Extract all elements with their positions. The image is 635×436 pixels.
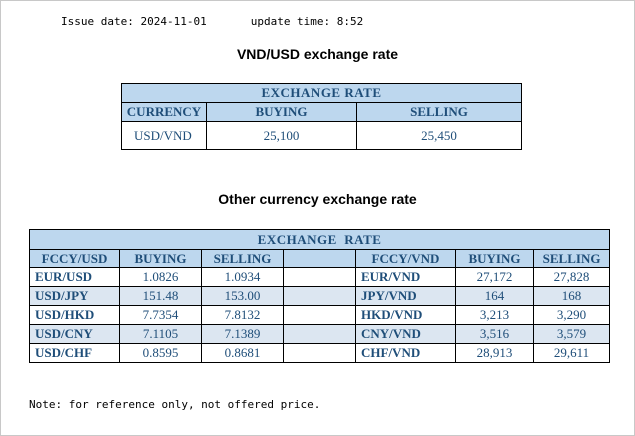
currency-pair-cell: CHF/VND xyxy=(355,343,456,363)
currency-pair-cell: USD/CNY xyxy=(29,324,120,344)
selling-cell: 1.0934 xyxy=(201,267,284,287)
table-row: EUR/USD 1.0826 1.0934 EUR/VND 27,172 27,… xyxy=(29,267,611,287)
selling-cell: 168 xyxy=(532,286,611,306)
selling-cell: 3,579 xyxy=(532,324,611,344)
selling-cell: 153.00 xyxy=(201,286,284,306)
column-header-buying: BUYING xyxy=(455,249,534,268)
column-header-selling: SELLING xyxy=(201,249,284,268)
buying-cell: 27,172 xyxy=(455,267,534,287)
usd-table-title: VND/USD exchange rate xyxy=(236,46,399,62)
currency-pair-cell: JPY/VND xyxy=(355,286,456,306)
buying-cell: 28,913 xyxy=(455,343,534,363)
other-table-title: Other currency exchange rate xyxy=(218,191,417,207)
currency-pair-cell: USD/JPY xyxy=(29,286,120,306)
buying-cell: 7.1105 xyxy=(119,324,202,344)
usd-exchange-table: EXCHANGE RATE CURRENCY BUYING SELLING US… xyxy=(121,83,522,150)
currency-pair-cell: USD/CHF xyxy=(29,343,120,363)
selling-cell: 3,290 xyxy=(532,305,611,325)
selling-cell: 7.1389 xyxy=(201,324,284,344)
column-header-selling: SELLING xyxy=(532,249,611,268)
spacer-cell xyxy=(283,267,356,287)
selling-cell: 25,450 xyxy=(356,121,522,150)
table-row: USD/HKD 7.7354 7.8132 HKD/VND 3,213 3,29… xyxy=(29,305,611,325)
currency-pair-cell: EUR/VND xyxy=(355,267,456,287)
column-header-fccy-usd: FCCY/USD xyxy=(29,249,120,268)
table-row: USD/JPY 151.48 153.00 JPY/VND 164 168 xyxy=(29,286,611,306)
disclaimer-note: Note: for reference only, not offered pr… xyxy=(29,398,321,411)
other-currency-exchange-table: EXCHANGE RATE FCCY/USD BUYING SELLING FC… xyxy=(28,229,611,363)
buying-cell: 25,100 xyxy=(206,121,357,150)
table-row: USD/VND 25,100 25,450 xyxy=(121,121,522,150)
buying-cell: 3,516 xyxy=(455,324,534,344)
buying-cell: 7.7354 xyxy=(119,305,202,325)
table-row: USD/CNY 7.1105 7.1389 CNY/VND 3,516 3,57… xyxy=(29,324,611,344)
issue-date-text: Issue date: 2024-11-01 xyxy=(61,15,207,28)
other-table-header: EXCHANGE RATE xyxy=(28,229,611,250)
spacer-cell xyxy=(283,305,356,325)
buying-cell: 0.8595 xyxy=(119,343,202,363)
selling-cell: 0.8681 xyxy=(201,343,284,363)
selling-cell: 27,828 xyxy=(532,267,611,287)
currency-pair-cell: USD/HKD xyxy=(29,305,120,325)
column-header-buying: BUYING xyxy=(119,249,202,268)
currency-pair-cell: USD/VND xyxy=(121,121,207,150)
currency-pair-cell: CNY/VND xyxy=(355,324,456,344)
currency-pair-cell: EUR/USD xyxy=(29,267,120,287)
spacer-cell xyxy=(283,343,356,363)
buying-cell: 1.0826 xyxy=(119,267,202,287)
buying-cell: 3,213 xyxy=(455,305,534,325)
column-header-currency: CURRENCY xyxy=(121,102,207,122)
currency-pair-cell: HKD/VND xyxy=(355,305,456,325)
selling-cell: 7.8132 xyxy=(201,305,284,325)
selling-cell: 29,611 xyxy=(532,343,611,363)
column-header-fccy-vnd: FCCY/VND xyxy=(355,249,456,268)
usd-table-header: EXCHANGE RATE xyxy=(121,83,522,103)
spacer-cell xyxy=(283,286,356,306)
update-time-text: update time: 8:52 xyxy=(250,15,364,28)
spacer-cell xyxy=(283,249,356,268)
table-row: USD/CHF 0.8595 0.8681 CHF/VND 28,913 29,… xyxy=(29,343,611,363)
spacer-cell xyxy=(283,324,356,344)
buying-cell: 151.48 xyxy=(119,286,202,306)
buying-cell: 164 xyxy=(455,286,534,306)
column-header-selling: SELLING xyxy=(356,102,522,122)
column-header-buying: BUYING xyxy=(206,102,357,122)
document-meta-line: Issue date: 2024-11-01 update time: 8:52 xyxy=(61,15,363,28)
